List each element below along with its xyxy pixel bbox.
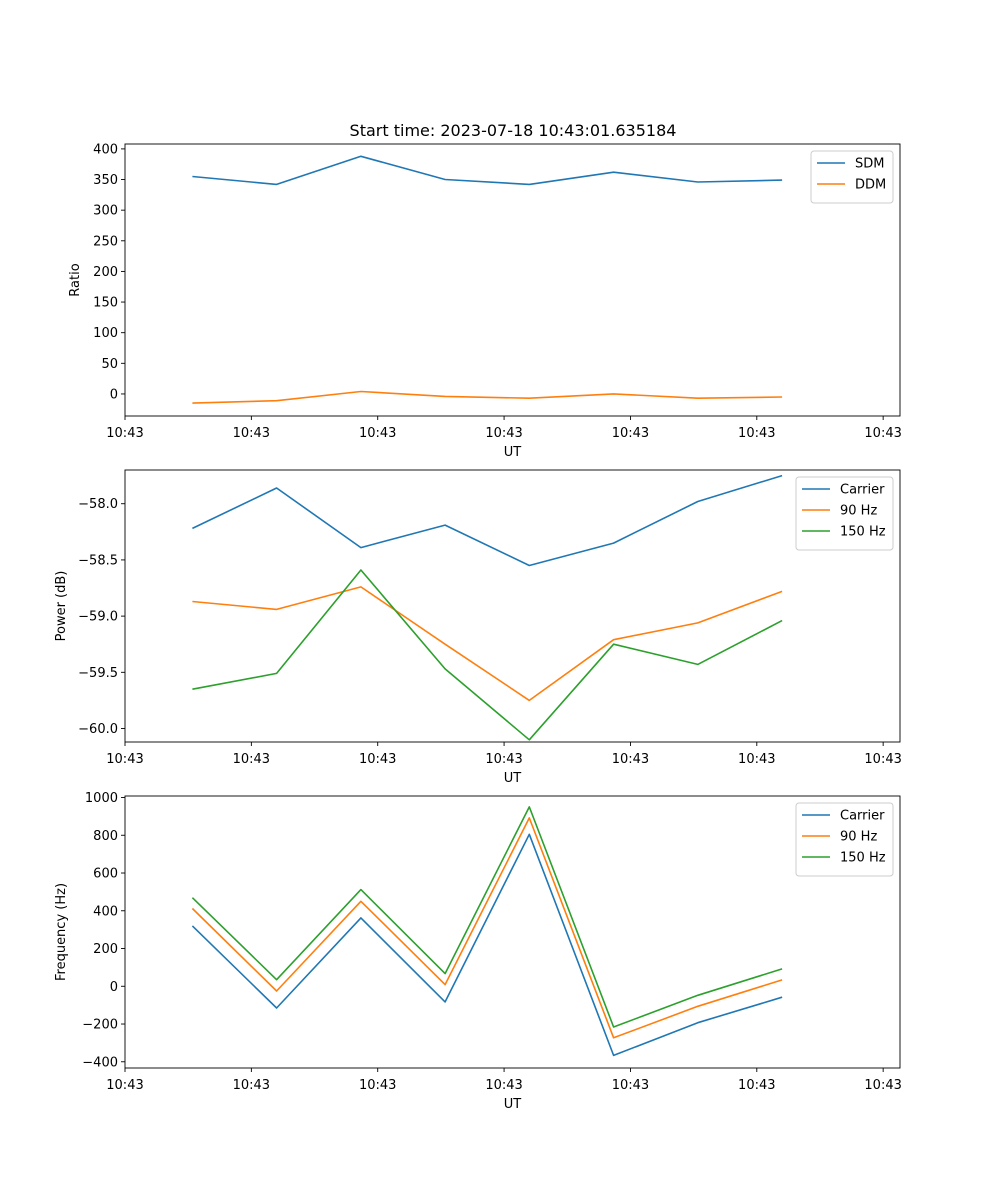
x-tick-label: 10:43 (612, 426, 649, 441)
x-tick-label: 10:43 (612, 752, 649, 767)
x-tick-label: 10:43 (485, 426, 522, 441)
y-tick-label: −59.0 (78, 610, 118, 625)
x-tick-label: 10:43 (359, 1078, 396, 1093)
x-axis-label: UT (504, 445, 522, 460)
y-tick-label: 600 (93, 867, 118, 882)
x-tick-label: 10:43 (359, 752, 396, 767)
legend-label: Carrier (840, 483, 885, 498)
x-tick-label: 10:43 (106, 1078, 143, 1093)
x-axis-label: UT (504, 771, 522, 786)
series-line-150-hz (192, 569, 783, 741)
series-line-ddm (192, 390, 783, 404)
y-tick-label: 150 (93, 296, 118, 311)
x-tick-label: 10:43 (864, 1078, 901, 1093)
y-tick-label: 200 (93, 265, 118, 280)
x-tick-label: 10:43 (864, 426, 901, 441)
frequency-chart: −400 −200 0 200 400 600 800 1000 10:43 10:43 10:43… (54, 791, 902, 1112)
x-tick-label: 10:43 (106, 426, 143, 441)
x-tick-label: 10:43 (864, 752, 901, 767)
y-tick-label: −60.0 (78, 722, 118, 737)
legend: Carrier 90 Hz 150 Hz (795, 802, 894, 877)
y-tick-label: 0 (110, 980, 118, 995)
x-axis-label: UT (504, 1097, 522, 1112)
x-tick-label: 10:43 (233, 426, 270, 441)
legend-label: 90 Hz (840, 830, 877, 845)
y-tick-label: −59.5 (78, 666, 118, 681)
x-tick-label: 10:43 (485, 752, 522, 767)
power-chart: −60.0 −59.5 −59.0 −58.5 −58.0 10:43 10:43 10:43… (54, 469, 902, 786)
legend-label: DDM (855, 178, 886, 193)
y-tick-label: 400 (93, 142, 118, 157)
y-axis-label: Frequency (Hz) (54, 883, 69, 981)
x-tick-label: 10:43 (485, 1078, 522, 1093)
y-tick-label: −400 (82, 1055, 118, 1070)
y-tick-label: 200 (93, 942, 118, 957)
x-tick-label: 10:43 (106, 752, 143, 767)
legend-label: 150 Hz (840, 851, 886, 866)
y-tick-label: 400 (93, 904, 118, 919)
legend: Carrier 90 Hz 150 Hz (795, 476, 894, 551)
y-tick-label: 250 (93, 234, 118, 249)
y-tick-label: 1000 (85, 791, 118, 806)
legend: SDM DDM (810, 150, 894, 204)
y-axis-label: Ratio (68, 263, 83, 296)
series-line-150-hz (191, 806, 783, 1028)
y-tick-label: 350 (93, 173, 118, 188)
y-tick-label: 0 (110, 387, 118, 402)
x-tick-label: 10:43 (233, 752, 270, 767)
x-tick-label: 10:43 (738, 1078, 775, 1093)
axes-frame (124, 143, 901, 417)
series-line-90-hz (191, 817, 783, 1039)
y-tick-label: −58.0 (78, 497, 118, 512)
figure-title: Start time: 2023-07-18 10:43:01.635184 (350, 121, 677, 140)
y-tick-label: 300 (93, 204, 118, 219)
y-tick-label: −58.5 (78, 553, 118, 568)
legend-label: 90 Hz (840, 504, 877, 519)
x-tick-label: 10:43 (738, 426, 775, 441)
legend-label: 150 Hz (840, 525, 886, 540)
y-tick-label: 100 (93, 326, 118, 341)
y-axis-label: Power (dB) (54, 571, 69, 642)
legend-label: SDM (855, 157, 884, 172)
axes-frame (124, 795, 901, 1069)
series-line-sdm (192, 155, 783, 186)
axes-frame (124, 469, 901, 743)
y-tick-label: −200 (82, 1018, 118, 1033)
ratio-chart: 0 50 100 150 200 250 300 350 400 10:43 10:43 10:43 1… (68, 142, 902, 460)
legend-label: Carrier (840, 809, 885, 824)
x-tick-label: 10:43 (359, 426, 396, 441)
series-line-90-hz (192, 586, 783, 702)
legend-frame (810, 150, 894, 204)
series-line-carrier (191, 833, 783, 1057)
x-tick-label: 10:43 (233, 1078, 270, 1093)
y-tick-label: 800 (93, 829, 118, 844)
x-tick-label: 10:43 (612, 1078, 649, 1093)
x-tick-label: 10:43 (738, 752, 775, 767)
y-tick-label: 50 (101, 357, 118, 372)
series-line-carrier (192, 474, 783, 567)
